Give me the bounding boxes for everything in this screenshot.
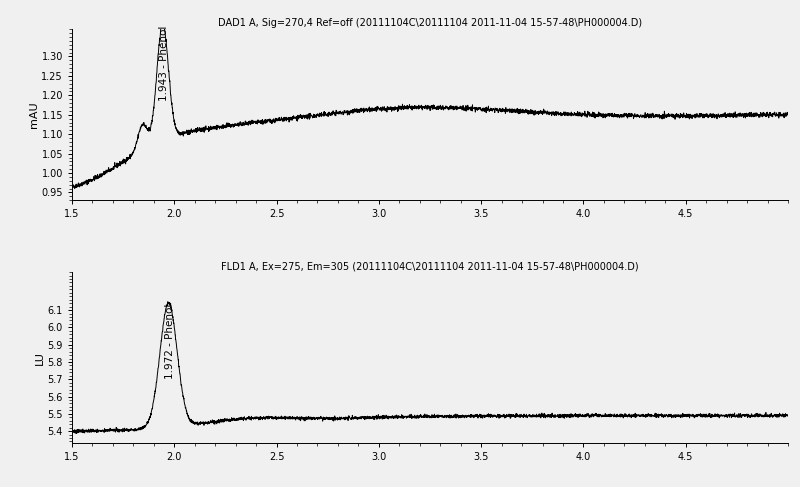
Title: FLD1 A, Ex=275, Em=305 (20111104C\20111104 2011-11-04 15-57-48\PH000004.D): FLD1 A, Ex=275, Em=305 (20111104C\201111… xyxy=(221,262,639,271)
Y-axis label: mAU: mAU xyxy=(29,101,38,128)
Text: 1.943 - Phenol: 1.943 - Phenol xyxy=(158,25,169,101)
Text: min: min xyxy=(798,214,800,224)
Title: DAD1 A, Sig=270,4 Ref=off (20111104C\20111104 2011-11-04 15-57-48\PH000004.D): DAD1 A, Sig=270,4 Ref=off (20111104C\201… xyxy=(218,19,642,28)
Text: 1.972 - Phenol: 1.972 - Phenol xyxy=(165,303,174,379)
Y-axis label: LU: LU xyxy=(34,351,45,365)
Text: min: min xyxy=(798,460,800,470)
